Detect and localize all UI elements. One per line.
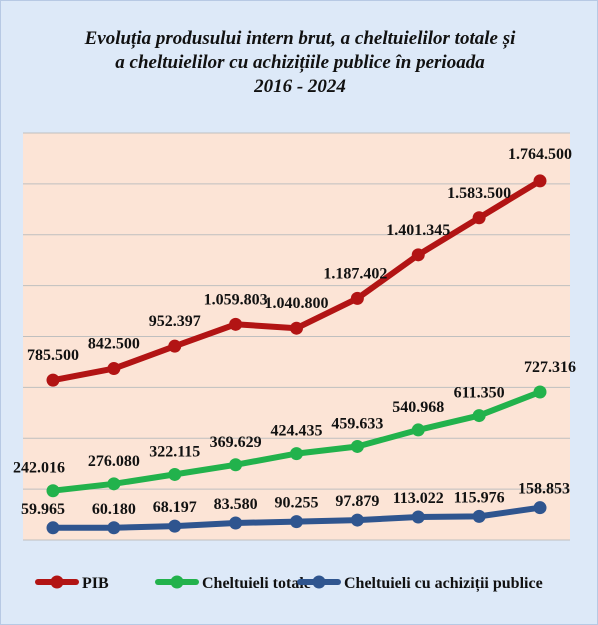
data-label: 242.016 xyxy=(13,460,65,477)
data-point xyxy=(472,409,486,423)
data-label: 322.115 xyxy=(149,443,200,460)
data-label: 158.853 xyxy=(518,481,570,498)
chart-title-line-1: Evoluția produsului intern brut, a chelt… xyxy=(84,28,516,49)
data-label: 785.500 xyxy=(27,347,79,364)
legend-label-0: PIB xyxy=(82,575,109,592)
data-label: 68.197 xyxy=(153,499,197,516)
legend-marker-2 xyxy=(312,575,326,589)
data-label: 1.583.500 xyxy=(447,185,511,202)
legend-marker-1 xyxy=(170,575,184,589)
data-point xyxy=(46,521,60,535)
data-point xyxy=(229,458,243,472)
data-point xyxy=(533,501,547,515)
data-point xyxy=(107,362,121,376)
data-label: 97.879 xyxy=(335,493,379,510)
data-point xyxy=(350,439,364,453)
data-point xyxy=(107,521,121,535)
data-label: 611.350 xyxy=(454,385,505,402)
data-point xyxy=(107,477,121,491)
data-point xyxy=(472,509,486,523)
data-point xyxy=(411,423,425,437)
chart-title-line-3: 2016 - 2024 xyxy=(254,76,346,97)
data-label: 1.764.500 xyxy=(508,146,572,163)
data-label: 727.316 xyxy=(524,359,576,376)
legend-label-2: Cheltuieli cu achiziții publice xyxy=(344,575,543,593)
data-point xyxy=(229,516,243,530)
data-label: 113.022 xyxy=(393,490,444,507)
data-point xyxy=(229,317,243,331)
data-label: 540.968 xyxy=(392,399,444,416)
data-point xyxy=(168,467,182,481)
data-point xyxy=(350,291,364,305)
data-label: 59.965 xyxy=(21,501,65,518)
data-label: 115.976 xyxy=(454,489,505,506)
data-point xyxy=(350,513,364,527)
data-label: 276.080 xyxy=(88,453,140,470)
data-point xyxy=(533,174,547,188)
data-label: 842.500 xyxy=(88,336,140,353)
data-label: 952.397 xyxy=(149,313,201,330)
data-label: 1.187.402 xyxy=(323,265,387,282)
data-label: 459.633 xyxy=(331,415,383,432)
chart-title-line-2: a cheltuielilor cu achizițiile publice î… xyxy=(115,52,485,73)
data-label: 83.580 xyxy=(214,496,258,513)
data-label: 1.040.800 xyxy=(265,295,329,312)
data-point xyxy=(533,385,547,399)
legend-marker-0 xyxy=(50,575,64,589)
data-label: 90.255 xyxy=(275,495,319,512)
data-point xyxy=(290,515,303,529)
data-label: 369.629 xyxy=(210,434,262,451)
data-point xyxy=(168,339,182,353)
data-point xyxy=(290,447,303,461)
data-point xyxy=(411,510,425,524)
data-point xyxy=(290,321,303,335)
chart-title: Evoluția produsului intern brut, a chelt… xyxy=(1,27,598,99)
data-point xyxy=(168,519,182,533)
data-point xyxy=(46,373,60,387)
data-label: 424.435 xyxy=(271,423,323,440)
data-point xyxy=(411,248,425,262)
legend-label-1: Cheltuieli totale xyxy=(202,575,311,592)
data-label: 60.180 xyxy=(92,501,136,518)
data-label: 1.401.345 xyxy=(386,222,450,239)
data-point xyxy=(472,211,486,225)
data-label: 1.059.803 xyxy=(204,291,268,308)
data-point xyxy=(46,484,60,498)
